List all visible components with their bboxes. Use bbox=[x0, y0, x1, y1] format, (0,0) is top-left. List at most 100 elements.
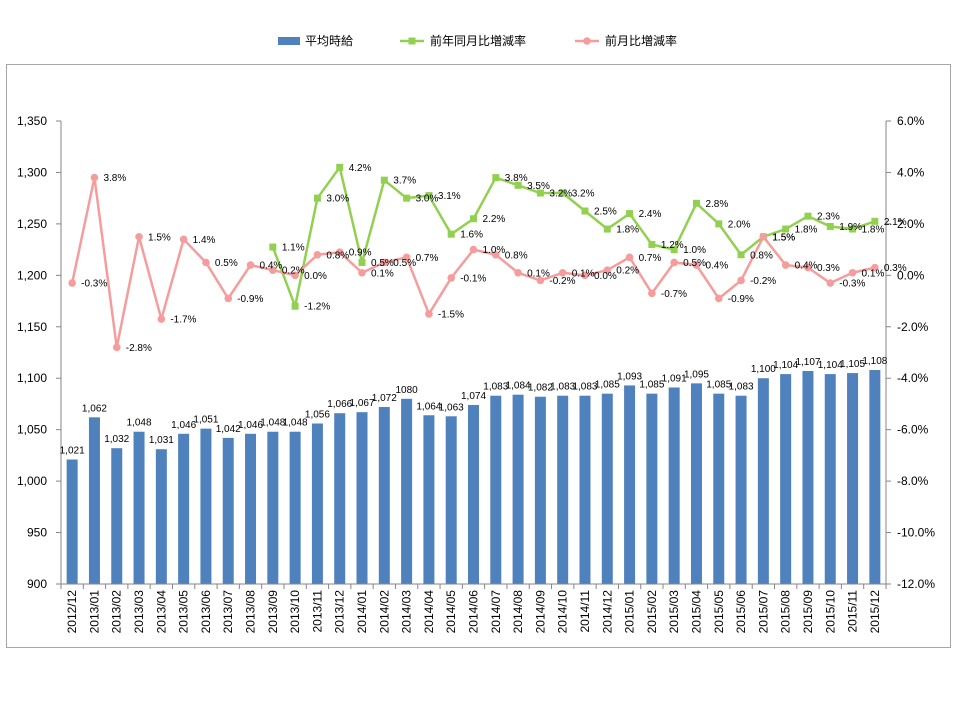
mom-change-point-label-2013-05: 1.4% bbox=[193, 235, 216, 246]
average-wage-bar-label-2015-01: 1,093 bbox=[617, 371, 642, 382]
average-wage-bar-label-2015-02: 1,085 bbox=[639, 380, 664, 391]
average-wage-bar-label-2014-10: 1,083 bbox=[550, 382, 575, 393]
mom-change-point-label-2015-12: 0.3% bbox=[884, 263, 907, 274]
legend: 平均時給 前年同月比増減率 前月比増減率 bbox=[278, 33, 677, 48]
yoy-change-point-2014-11 bbox=[581, 207, 589, 215]
mom-change-point-label-2013-07: -0.9% bbox=[237, 294, 263, 305]
average-wage-bar-2014-05 bbox=[445, 416, 457, 584]
left-axis-tick-label: 1,000 bbox=[17, 474, 47, 488]
x-axis-label-2013-09: 2013/09 bbox=[266, 590, 280, 634]
x-axis-label-2013-05: 2013/05 bbox=[177, 590, 191, 634]
yoy-change-point-label-2015-10: 1.9% bbox=[839, 222, 862, 233]
mom-change-point-label-2014-04: -1.5% bbox=[438, 309, 464, 320]
mom-change-point-label-2014-08: 0.1% bbox=[527, 268, 550, 279]
x-axis-label-2015-11: 2015/11 bbox=[846, 590, 860, 633]
yoy-change-point-2015-04 bbox=[692, 199, 700, 207]
yoy-change-point-label-2015-05: 2.0% bbox=[728, 219, 751, 230]
yoy-change-point-2014-02 bbox=[380, 176, 388, 184]
average-wage-bar-label-2013-06: 1,051 bbox=[193, 415, 218, 426]
legend-swatch-average-wage bbox=[278, 37, 300, 45]
average-wage-bar-2014-07 bbox=[490, 395, 502, 584]
average-wage-bar-2013-11 bbox=[311, 423, 323, 584]
mom-change-point-2013-11 bbox=[313, 250, 322, 259]
average-wage-bar-2013-10 bbox=[289, 431, 301, 584]
x-axis-label-2013-02: 2013/02 bbox=[110, 590, 124, 634]
average-wage-bar-label-2013-12: 1,066 bbox=[327, 399, 352, 410]
mom-change-point-label-2013-03: 1.5% bbox=[148, 232, 171, 243]
yoy-change-point-label-2014-07: 3.8% bbox=[505, 173, 528, 184]
x-axis-label-2013-04: 2013/04 bbox=[154, 590, 168, 634]
x-axis-label-2015-07: 2015/07 bbox=[756, 590, 770, 634]
mom-change-point-2014-10 bbox=[558, 268, 567, 277]
x-axis-label-2013-10: 2013/10 bbox=[288, 590, 302, 634]
legend-label-mom-change: 前月比増減率 bbox=[605, 33, 677, 48]
mom-change-point-label-2015-05: -0.9% bbox=[728, 294, 754, 305]
yoy-change-point-2015-08 bbox=[782, 225, 790, 233]
x-axis-label-2013-06: 2013/06 bbox=[199, 590, 213, 634]
average-wage-bar-2014-10 bbox=[557, 395, 569, 584]
mom-change-point-2014-11 bbox=[581, 271, 589, 280]
left-axis-tick-label: 1,150 bbox=[17, 320, 47, 334]
mom-change-point-label-2013-01: 3.8% bbox=[103, 173, 126, 184]
mom-change-point-label-2013-11: 0.8% bbox=[326, 250, 349, 261]
mom-change-point-2013-02 bbox=[112, 343, 121, 352]
mom-change-point-label-2013-09: 0.2% bbox=[282, 266, 305, 277]
yoy-change-point-2015-03 bbox=[670, 246, 678, 254]
x-axis-label-2013-07: 2013/07 bbox=[221, 590, 235, 634]
mom-change-point-label-2014-03: 0.7% bbox=[416, 253, 439, 264]
mom-change-point-label-2013-04: -1.7% bbox=[170, 315, 196, 326]
mom-change-point-label-2015-01: 0.7% bbox=[639, 253, 662, 264]
mom-change-point-label-2014-01: 0.1% bbox=[371, 268, 394, 279]
right-axis-tick-label: -6.0% bbox=[897, 423, 929, 437]
legend-label-yoy-change: 前年同月比増減率 bbox=[430, 33, 526, 48]
mom-change-point-label-2014-09: -0.2% bbox=[549, 276, 575, 287]
yoy-change-point-2014-08 bbox=[514, 181, 522, 189]
yoy-change-point-label-2014-05: 1.6% bbox=[460, 230, 483, 241]
bar-labels-layer: 1,0211,0621,0321,0481,0311,0461,0511,042… bbox=[60, 356, 888, 457]
average-wage-bar-2014-09 bbox=[534, 396, 546, 584]
mom-change-point-label-2013-06: 0.5% bbox=[215, 258, 238, 269]
left-axis-tick-label: 1,100 bbox=[17, 371, 47, 385]
yoy-change-point-2014-04 bbox=[425, 192, 433, 200]
yoy-change-point-2015-11 bbox=[849, 225, 857, 233]
yoy-change-point-label-2015-02: 1.2% bbox=[661, 240, 684, 251]
mom-change-point-2014-04 bbox=[425, 310, 433, 318]
x-axis-label-2013-03: 2013/03 bbox=[132, 590, 146, 634]
average-wage-bar-2013-06 bbox=[200, 428, 212, 584]
yoy-change-point-label-2014-04: 3.1% bbox=[438, 191, 461, 202]
yoy-change-point-label-2015-08: 1.8% bbox=[795, 225, 818, 236]
mom-change-point-label-2014-11: 0.0% bbox=[594, 271, 617, 282]
right-axis-tick-label: 2.0% bbox=[897, 217, 925, 231]
x-axis-label-2014-05: 2014/05 bbox=[444, 590, 458, 634]
average-wage-bar-2014-03 bbox=[401, 398, 413, 584]
x-axis-label-2013-01: 2013/01 bbox=[87, 590, 101, 634]
right-axis-tick-label: -10.0% bbox=[897, 526, 935, 540]
mom-change-point-2013-04 bbox=[157, 315, 166, 323]
mom-change-point-label-2015-08: 0.4% bbox=[795, 261, 818, 272]
average-wage-bar-2015-11 bbox=[847, 373, 859, 584]
average-wage-bar-label-2015-07: 1,100 bbox=[751, 364, 776, 375]
average-wage-bar-2013-07 bbox=[222, 437, 234, 584]
yoy-change-point-2014-09 bbox=[536, 189, 544, 197]
average-wage-bar-label-2014-05: 1,063 bbox=[439, 402, 464, 413]
right-axis-tick-label: -8.0% bbox=[897, 474, 929, 488]
yoy-change-line bbox=[271, 166, 877, 308]
mom-change-point-2015-09 bbox=[804, 263, 812, 272]
average-wage-bar-label-2013-05: 1,046 bbox=[171, 420, 196, 431]
mom-change-point-2014-05 bbox=[447, 274, 456, 282]
average-wage-bar-label-2014-02: 1,072 bbox=[372, 393, 397, 404]
legend-marker-mom-change bbox=[583, 37, 591, 45]
average-wage-bar-label-2013-09: 1,048 bbox=[260, 418, 285, 429]
yoy-change-point-2014-10 bbox=[559, 189, 567, 197]
mom-change-point-label-2014-07: 0.8% bbox=[505, 250, 528, 261]
mom-change-point-label-2015-07: 1.5% bbox=[772, 232, 795, 243]
mom-change-point-2014-02 bbox=[380, 258, 389, 267]
average-wage-bar-2013-03 bbox=[133, 431, 145, 584]
x-axis-label-2014-10: 2014/10 bbox=[556, 590, 570, 634]
right-axis-tick-label: 4.0% bbox=[897, 165, 925, 179]
left-axis-tick-label: 900 bbox=[27, 577, 47, 591]
yoy-change-point-2015-10 bbox=[826, 222, 834, 230]
yoy-change-point-2013-10 bbox=[291, 302, 299, 310]
left-axis-tick-label: 1,350 bbox=[17, 114, 47, 128]
mom-change-point-2013-12 bbox=[335, 248, 344, 256]
